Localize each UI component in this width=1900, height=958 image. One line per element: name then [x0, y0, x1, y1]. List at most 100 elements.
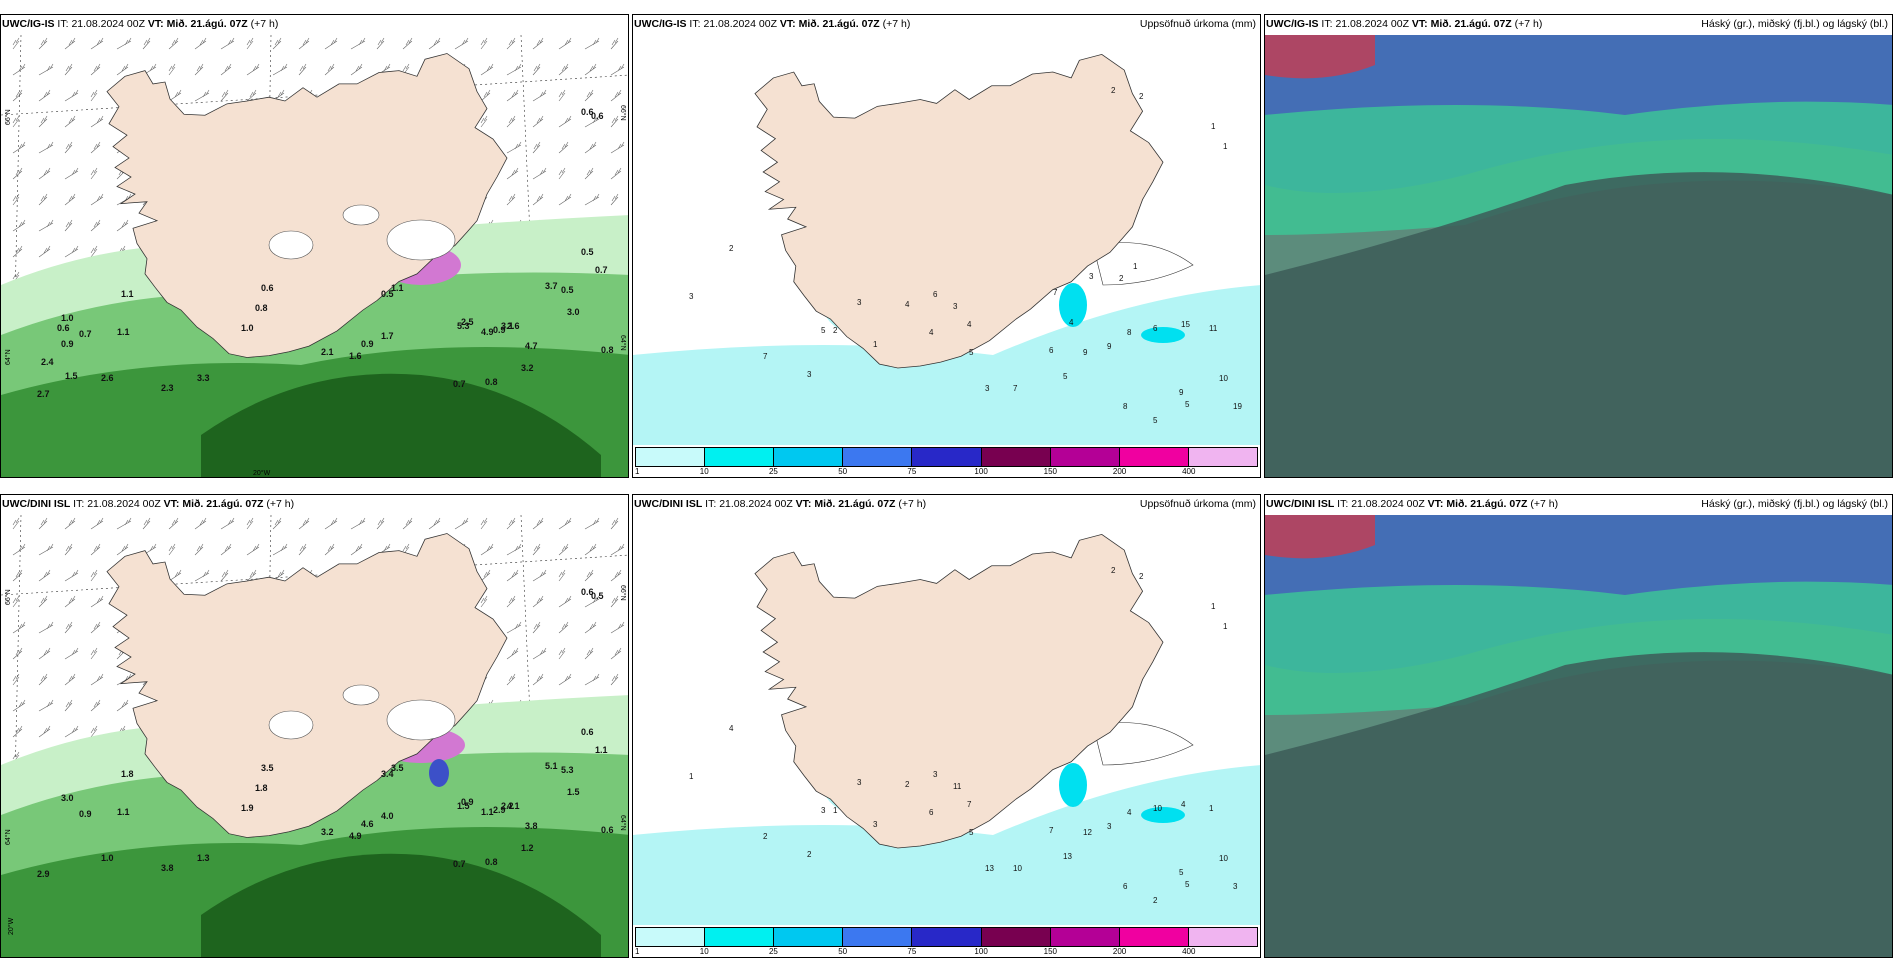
colorbar-swatch	[843, 448, 912, 466]
wind-barb	[273, 38, 281, 49]
wind-barb	[299, 544, 306, 555]
accum-precip-label: 3	[1233, 882, 1238, 891]
colorbar-label: 25	[769, 947, 778, 956]
accum-precip-label: 13	[985, 864, 994, 873]
accum-precip-label: 1	[1133, 262, 1138, 271]
wind-barb	[13, 194, 19, 205]
accum-precip-label: 10	[1219, 374, 1228, 383]
precip-rate-label: 0.6	[261, 283, 274, 293]
wind-barb	[91, 622, 100, 633]
wind-barb	[325, 38, 337, 49]
lat-label-64: 64°N	[4, 829, 12, 845]
colorbar-label: 150	[1044, 947, 1057, 956]
wind-barb	[91, 142, 100, 153]
wind-barb	[533, 648, 546, 659]
wind-barb	[117, 220, 128, 231]
panel-dini-precip-rate: UWC/DINI ISL IT: 21.08.2024 00Z VT: Mið.…	[0, 494, 629, 958]
precip-rate-label: 1.9	[241, 803, 254, 813]
glacier	[387, 220, 455, 260]
wind-barb	[39, 220, 53, 231]
wind-barb	[13, 142, 25, 153]
wind-barb	[65, 168, 78, 179]
precip-rate-label: 3.0	[567, 307, 580, 317]
wind-barb	[13, 64, 25, 75]
precip-rate-label: 0.5	[581, 247, 594, 257]
wind-barb	[91, 168, 97, 179]
colorbar-label: 75	[907, 467, 916, 476]
wind-barb	[481, 90, 490, 101]
accum-precip-label: 9	[1179, 388, 1184, 397]
wind-barb	[533, 38, 543, 49]
wind-barb	[117, 64, 128, 75]
wind-barb	[533, 596, 543, 607]
wind-barb	[325, 518, 337, 529]
wind-barb	[91, 648, 97, 659]
wind-barb	[247, 544, 259, 555]
precip-rate-label: 0.5	[561, 285, 574, 295]
wind-barb	[39, 648, 50, 659]
precip-rate-label: 0.8	[485, 377, 498, 387]
wind-barb	[611, 168, 621, 179]
wind-barb	[39, 38, 47, 49]
wind-barb	[429, 38, 440, 49]
precip-rate-label: 2.4	[41, 357, 54, 367]
precip-rate-label: 1.1	[595, 745, 608, 755]
precip-rate-label: 3.2	[321, 827, 334, 837]
precip-rate-label: 3.5	[261, 763, 274, 773]
wind-barb	[585, 38, 599, 49]
accum-precip-label: 2	[1153, 896, 1158, 905]
precip-rate-label: 4.9	[349, 831, 362, 841]
wind-barb	[13, 116, 19, 127]
wind-barb	[533, 90, 546, 101]
wind-barb	[91, 246, 97, 257]
wind-barb	[13, 544, 25, 555]
colorbar-label: 1	[635, 467, 639, 476]
wind-barb	[403, 38, 412, 49]
wind-barb	[91, 220, 100, 231]
wind-barb	[39, 622, 53, 633]
wind-barb	[377, 38, 384, 49]
lat-label-64: 64°N	[4, 349, 12, 365]
wind-barb	[91, 194, 103, 205]
wind-barb	[559, 38, 571, 49]
precip-rate-label: 0.9	[79, 809, 92, 819]
accum-precip-label: 4	[729, 724, 734, 733]
colorbar-swatch	[1051, 448, 1120, 466]
precip-rate-label: 0.7	[453, 859, 466, 869]
accum-precip-label: 5	[969, 828, 974, 837]
colorbar-label: 100	[974, 947, 987, 956]
precip-rate-label: 0.7	[79, 329, 92, 339]
cloud-fields	[1265, 35, 1893, 478]
accum-precip-label: 5	[821, 326, 826, 335]
wind-barb	[533, 168, 546, 179]
precip-rate-label: 1.5	[65, 371, 78, 381]
wind-barb	[65, 220, 72, 231]
colorbar-swatch	[1120, 448, 1189, 466]
colorbar-label: 75	[907, 947, 916, 956]
wind-barb	[13, 518, 19, 529]
accum-precip-label: 1	[689, 772, 694, 781]
wind-barb	[559, 648, 565, 659]
colorbar-label: 400	[1182, 947, 1195, 956]
wind-barb	[65, 544, 72, 555]
wind-barb	[611, 596, 618, 607]
wind-barb	[169, 64, 175, 75]
accum-precip-label: 3	[807, 370, 812, 379]
cloud-cover-map	[1265, 515, 1893, 958]
wind-barb	[221, 518, 234, 529]
colorbar-swatch	[912, 448, 981, 466]
accum-precip-label: 3	[933, 770, 938, 779]
precip-rate-label: 5.1	[545, 761, 558, 771]
wind-barb	[13, 168, 22, 179]
colorbar-label: 10	[700, 947, 709, 956]
wind-barb	[351, 38, 365, 49]
colorbar-swatch	[1189, 928, 1257, 946]
accum-precip-label: 8	[1127, 328, 1132, 337]
accum-precip-label: 1	[1211, 122, 1216, 131]
wind-barb	[611, 544, 624, 555]
accum-precip-label: 3	[985, 384, 990, 393]
precip-rate-label: 5.3	[457, 321, 470, 331]
accum-precip-label: 3	[1089, 272, 1094, 281]
